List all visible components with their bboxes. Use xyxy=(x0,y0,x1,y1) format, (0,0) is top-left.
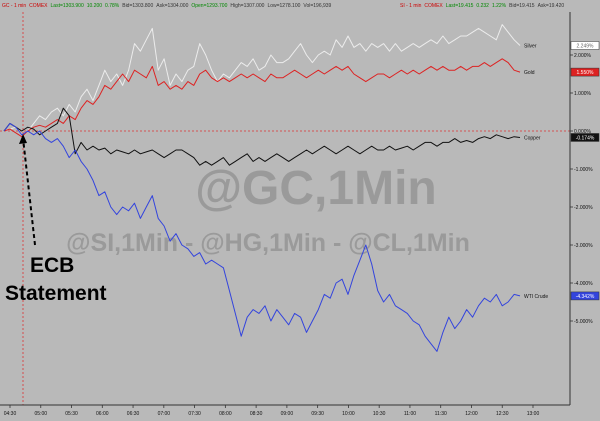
gold-quote-line: GC - 1 min COMEX Last=1303.900 10.200 0.78% B… xyxy=(2,3,332,9)
y-tick-label: -1.000% xyxy=(574,167,593,173)
y-tick-label: 0.000% xyxy=(574,129,592,135)
x-axis: 04:30 05:00 05:30 06:00 06:30 07:00 07:30 08:00… xyxy=(0,404,570,417)
x-tick-label: 06:00 xyxy=(96,411,109,417)
gold-quote-field-4: 0.78% xyxy=(105,3,120,9)
x-tick-label: 12:30 xyxy=(496,411,509,417)
series-line-gold xyxy=(3,58,521,138)
annotation-line-2: Statement xyxy=(5,282,107,305)
y-tick-labels: 2.000% 1.000% 0.000% -1.000% -2.000% -3.000% -… xyxy=(570,53,593,325)
silver-quote-field-1: COMEX xyxy=(424,3,443,9)
x-tick-label: 07:00 xyxy=(158,411,171,417)
y-tick-label: 2.000% xyxy=(574,53,592,59)
x-tick-label: 10:30 xyxy=(373,411,386,417)
gold-quote-field-1: COMEX xyxy=(29,3,48,9)
last-value-badge-wti-crude xyxy=(570,291,600,301)
annotation-arrow-shaft xyxy=(22,137,36,246)
x-tick-label: 11:30 xyxy=(435,411,447,417)
y-tick-label: -5.000% xyxy=(574,319,593,325)
series-line-copper xyxy=(3,107,521,166)
silver-quote-field-5: Bid=19.415 xyxy=(509,3,535,9)
quote-header: GC - 1 min COMEX Last=1303.900 10.200 0.78% B… xyxy=(2,3,564,9)
series-name-copper: Copper xyxy=(524,135,541,141)
x-tick-label: 06:30 xyxy=(127,411,140,417)
x-tick-label: 05:00 xyxy=(35,411,48,417)
gold-quote-field-9: Low=1278.100 xyxy=(267,3,300,9)
last-value-badge-copper xyxy=(570,133,600,142)
last-value-text-silver: 2.249% xyxy=(577,44,595,50)
series-name-wti-crude: WTI Crude xyxy=(524,294,548,300)
last-value-text-wti-crude: -4.342% xyxy=(576,294,595,300)
series-name-gold: Gold xyxy=(524,70,535,76)
last-value-badge-silver xyxy=(570,41,600,50)
series-line-wti-crude xyxy=(3,122,521,352)
x-tick-label: 08:00 xyxy=(219,411,232,417)
gold-quote-field-5: Bid=1303.800 xyxy=(122,3,153,9)
gold-quote-field-2: Last=1303.900 xyxy=(51,3,84,9)
silver-quote-line: SI - 1 min COMEX Last=19.415 0.232 1.22% Bid=… xyxy=(400,3,564,9)
gold-quote-field-3: 10.200 xyxy=(87,3,103,9)
last-value-badge-gold xyxy=(570,67,600,77)
gold-quote-field-8: High=1307.000 xyxy=(230,3,264,9)
x-tick-label: 07:30 xyxy=(188,411,201,417)
gold-quote-field-10: Vol=196,939 xyxy=(303,3,331,9)
y-tick-label: -4.000% xyxy=(574,281,593,287)
series-name-silver: Silver xyxy=(524,44,537,50)
x-tick-label: 13:00 xyxy=(527,411,540,417)
y-tick-label: -2.000% xyxy=(574,205,593,211)
x-tick-label: 12:00 xyxy=(465,411,478,417)
series-layer xyxy=(3,24,521,352)
x-tick-label: 09:30 xyxy=(311,411,324,417)
x-tick-label: 10:00 xyxy=(342,411,355,417)
last-value-badges: Silver 2.249% Gold 1.550% Copper -0.174% WTI C… xyxy=(524,41,600,301)
gold-quote-field-6: Ask=1304.000 xyxy=(156,3,188,9)
x-tick-label: 05:30 xyxy=(65,411,78,417)
annotation-arrow-head xyxy=(19,134,27,144)
watermark-sub: @SI,1Min - @HG,1Min - @CL,1Min xyxy=(66,229,470,257)
x-tick-label: 08:30 xyxy=(250,411,263,417)
y-tick-label: -3.000% xyxy=(574,243,593,249)
x-tick-label: 04:30 xyxy=(4,411,17,417)
series-line-silver xyxy=(3,24,521,136)
x-tick-labels: 04:30 05:00 05:30 06:00 06:30 07:00 07:30 08:00… xyxy=(4,405,540,417)
y-axis: 2.000% 1.000% 0.000% -1.000% -2.000% -3.000% -… xyxy=(569,12,593,405)
watermark-main: @GC,1Min xyxy=(195,162,436,215)
annotation-line-1: ECB xyxy=(30,254,74,277)
last-value-text-copper: -0.174% xyxy=(576,135,595,141)
silver-quote-field-0: SI - 1 min xyxy=(400,3,422,9)
x-tick-label: 09:00 xyxy=(281,411,294,417)
x-tick-label: 11:00 xyxy=(404,411,416,417)
silver-quote-field-6: Ask=19.420 xyxy=(538,3,565,9)
gold-quote-field-0: GC - 1 min xyxy=(2,3,26,9)
silver-quote-field-4: 1.22% xyxy=(492,3,507,9)
ecb-annotation: ECB Statement xyxy=(5,134,107,305)
silver-quote-field-2: Last=19.415 xyxy=(446,3,474,9)
gold-quote-field-7: Open=1293.700 xyxy=(191,3,227,9)
y-tick-label: 1.000% xyxy=(574,91,592,97)
last-value-text-gold: 1.550% xyxy=(577,70,595,76)
silver-quote-field-3: 0.232 xyxy=(476,3,489,9)
